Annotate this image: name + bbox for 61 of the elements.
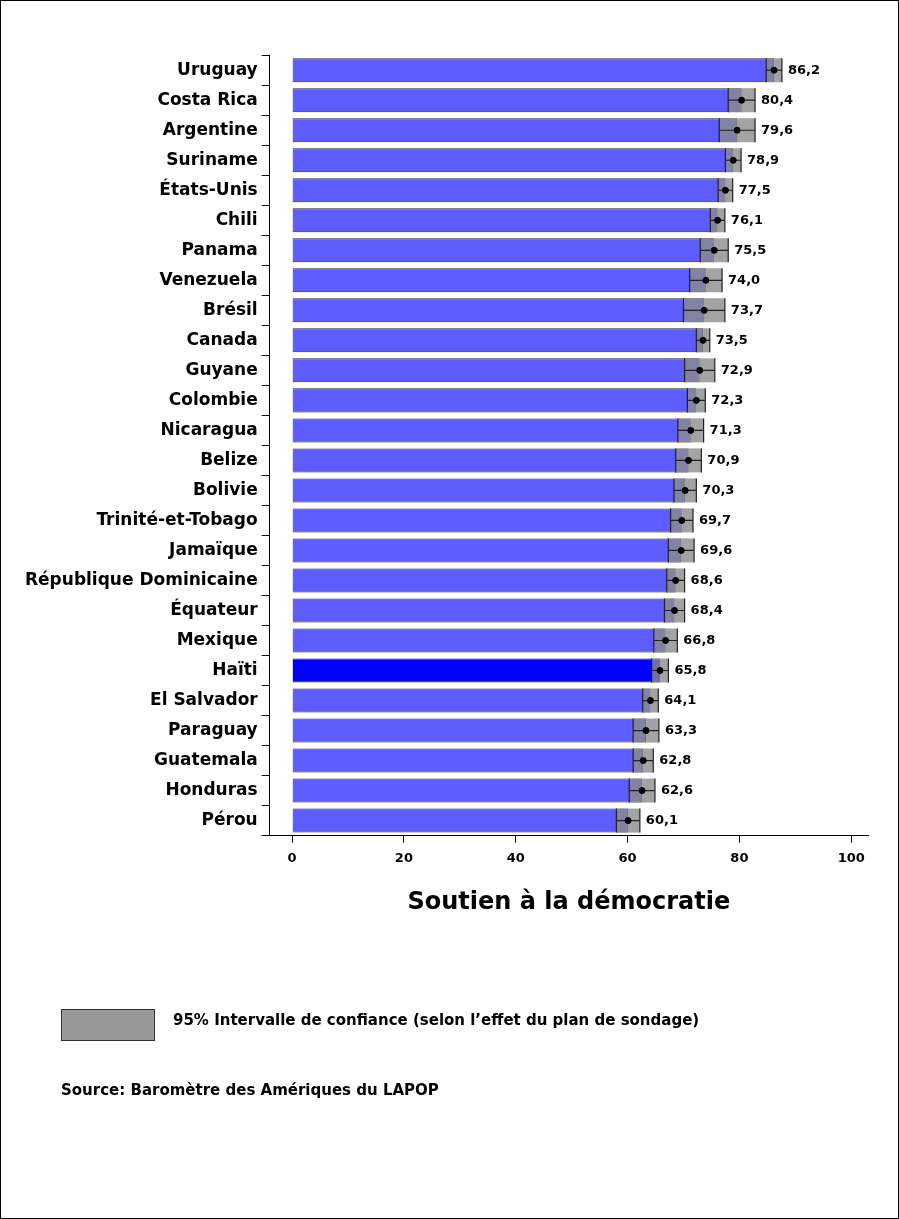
y-tick-label: Venezuela bbox=[159, 268, 258, 289]
data-label: 77,5 bbox=[738, 181, 771, 197]
y-tick-label: Uruguay bbox=[177, 58, 258, 79]
data-label: 79,6 bbox=[761, 121, 794, 137]
data-label: 70,3 bbox=[702, 481, 735, 497]
data-label: 78,9 bbox=[747, 151, 780, 167]
y-tick-label: Belize bbox=[200, 448, 258, 469]
y-tick-label: Haïti bbox=[212, 658, 258, 679]
data-label: 65,8 bbox=[674, 661, 707, 677]
y-tick-label: Suriname bbox=[166, 148, 258, 169]
x-tick-label: 60 bbox=[618, 849, 637, 865]
y-tick-label: Panama bbox=[181, 238, 258, 259]
x-tick-label: 80 bbox=[730, 849, 749, 865]
data-label: 69,7 bbox=[698, 511, 732, 527]
data-label: 72,9 bbox=[720, 361, 753, 377]
y-tick-label: Paraguay bbox=[168, 718, 258, 739]
y-tick-label: Bolivie bbox=[192, 478, 258, 499]
data-label: 75,5 bbox=[734, 241, 767, 257]
x-tick-label: 20 bbox=[394, 849, 413, 865]
text: 95% Intervalle de confiance (selon l’effet du plan de sondage) bbox=[173, 1011, 700, 1029]
x-tick-label: 0 bbox=[287, 849, 297, 865]
data-label: 74,0 bbox=[728, 271, 761, 287]
y-tick-label: Chili bbox=[215, 208, 258, 229]
y-tick-label: Honduras bbox=[165, 779, 258, 799]
data-label: 64,1 bbox=[664, 691, 697, 707]
source-note: Source: Baromètre des Amériques du LAPOP bbox=[61, 1081, 439, 1099]
data-label: 72,3 bbox=[711, 391, 744, 407]
y-tick-label: Guyane bbox=[185, 358, 258, 379]
data-label: 70,9 bbox=[707, 451, 740, 467]
data-label: 63,3 bbox=[664, 721, 697, 737]
data-label: 76,1 bbox=[730, 211, 763, 227]
data-label: 80,4 bbox=[761, 91, 794, 107]
y-tick-label: Brésil bbox=[203, 298, 258, 319]
y-tick-label: Trinité-et-Tobago bbox=[96, 508, 258, 529]
data-label: 66,8 bbox=[683, 631, 716, 647]
data-label: 86,2 bbox=[787, 61, 820, 77]
data-label: 68,4 bbox=[690, 601, 723, 617]
data-label: 69,6 bbox=[700, 541, 733, 557]
y-tick-label: Colombie bbox=[168, 388, 258, 409]
x-tick-label: 100 bbox=[837, 849, 865, 865]
y-tick-label: République Dominicaine bbox=[24, 568, 258, 589]
y-tick-label: El Salvador bbox=[150, 688, 259, 709]
data-label: 73,7 bbox=[730, 301, 763, 317]
y-tick-label: Mexique bbox=[176, 628, 258, 649]
y-tick-label: Jamaïque bbox=[168, 538, 258, 559]
x-axis-title: Soutien à la démocratie bbox=[407, 886, 731, 915]
data-label: 62,6 bbox=[660, 781, 694, 797]
data-label: 60,1 bbox=[645, 811, 678, 827]
y-tick-label: États-Unis bbox=[159, 177, 258, 199]
y-tick-label: Canada bbox=[186, 328, 258, 349]
x-tick-label: 40 bbox=[506, 849, 525, 865]
data-label: 71,3 bbox=[709, 421, 742, 437]
data-label: 62,8 bbox=[659, 751, 692, 767]
y-tick-label: Pérou bbox=[201, 809, 258, 830]
y-tick-label: Costa Rica bbox=[157, 88, 258, 109]
data-label: 73,5 bbox=[715, 331, 748, 347]
data-label: 68,6 bbox=[690, 571, 723, 587]
y-tick-label: Équateur bbox=[170, 597, 259, 619]
y-tick-label: Nicaragua bbox=[160, 418, 258, 439]
y-tick-label: Guatemala bbox=[154, 748, 258, 769]
y-tick-label: Argentine bbox=[162, 118, 258, 139]
